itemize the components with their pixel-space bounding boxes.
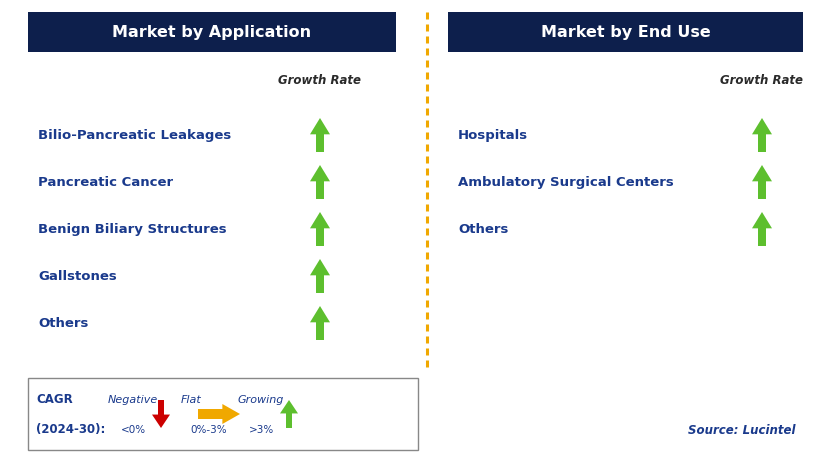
Polygon shape [759, 228, 766, 246]
FancyBboxPatch shape [448, 12, 803, 52]
Polygon shape [280, 400, 298, 414]
Polygon shape [286, 414, 292, 428]
Text: Growing: Growing [238, 395, 284, 405]
Polygon shape [316, 228, 323, 246]
Text: Negative: Negative [108, 395, 158, 405]
Text: Pancreatic Cancer: Pancreatic Cancer [38, 176, 173, 189]
Polygon shape [316, 134, 323, 152]
Polygon shape [316, 181, 323, 199]
Polygon shape [310, 118, 330, 134]
Polygon shape [752, 212, 772, 228]
Text: >3%: >3% [249, 425, 273, 435]
Text: Gallstones: Gallstones [38, 270, 117, 283]
Polygon shape [158, 400, 164, 414]
Text: Bilio-Pancreatic Leakages: Bilio-Pancreatic Leakages [38, 129, 232, 142]
Polygon shape [310, 165, 330, 181]
Polygon shape [310, 259, 330, 275]
Text: Market by End Use: Market by End Use [540, 24, 710, 40]
Text: Ambulatory Surgical Centers: Ambulatory Surgical Centers [458, 176, 674, 189]
Polygon shape [310, 306, 330, 322]
Polygon shape [198, 404, 240, 424]
Text: 0%-3%: 0%-3% [190, 425, 227, 435]
Polygon shape [316, 322, 323, 340]
Text: Market by Application: Market by Application [112, 24, 311, 40]
Text: (2024-30):: (2024-30): [36, 423, 105, 437]
Polygon shape [752, 118, 772, 134]
Text: <0%: <0% [121, 425, 145, 435]
Polygon shape [310, 212, 330, 228]
Text: Benign Biliary Structures: Benign Biliary Structures [38, 223, 227, 236]
Polygon shape [759, 134, 766, 152]
Text: CAGR: CAGR [36, 393, 73, 406]
Text: Source: Lucintel: Source: Lucintel [687, 424, 795, 437]
Polygon shape [316, 275, 323, 293]
Polygon shape [752, 165, 772, 181]
Text: Growth Rate: Growth Rate [721, 73, 804, 87]
FancyBboxPatch shape [28, 12, 396, 52]
Polygon shape [759, 181, 766, 199]
FancyBboxPatch shape [28, 378, 418, 450]
Text: Others: Others [458, 223, 508, 236]
Text: Growth Rate: Growth Rate [278, 73, 361, 87]
Text: Hospitals: Hospitals [458, 129, 528, 142]
Polygon shape [152, 414, 170, 428]
Text: Flat: Flat [181, 395, 201, 405]
Text: Others: Others [38, 317, 89, 330]
